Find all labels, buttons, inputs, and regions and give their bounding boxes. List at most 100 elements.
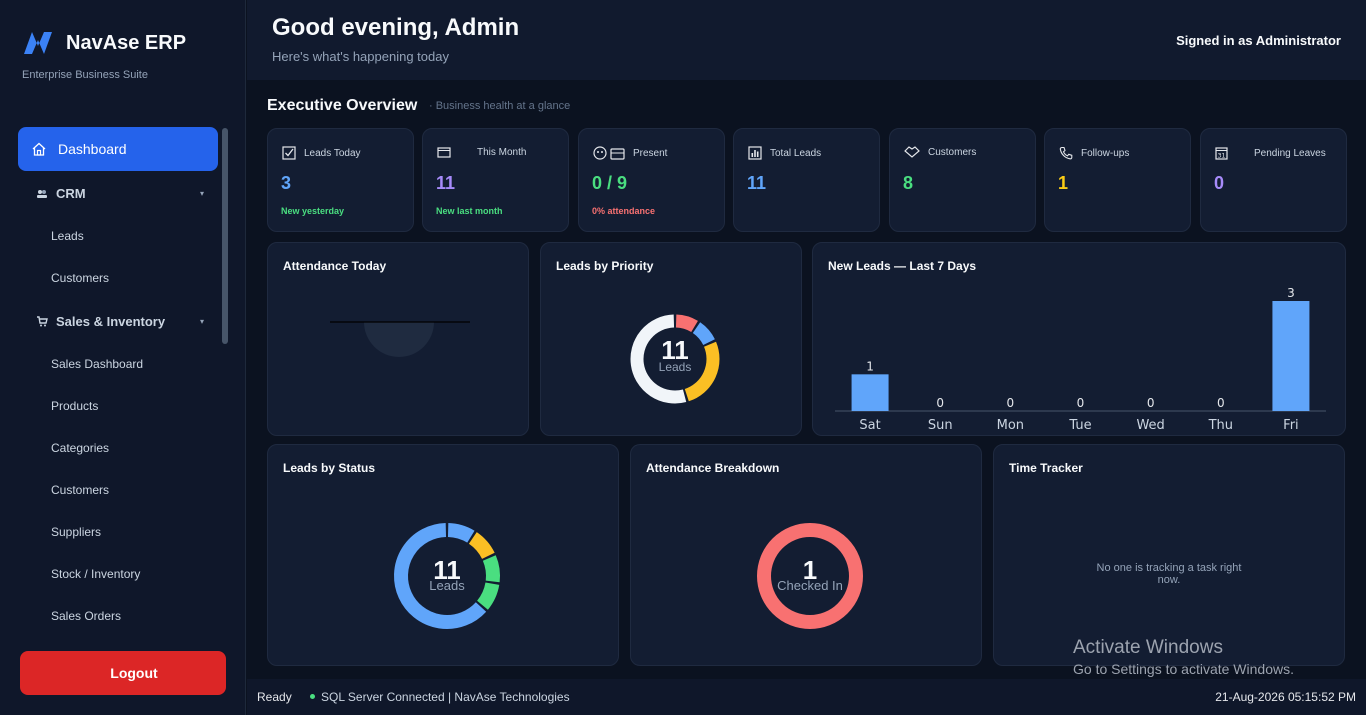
kpi-value: 8 [903,173,914,193]
attendance-donut-chart [757,523,863,629]
logout-button[interactable]: Logout [20,651,226,695]
kpi-value: 3 [281,173,292,193]
donut-segment [482,555,500,583]
sidebar-scrollbar[interactable] [222,128,228,344]
kpi-card-pending-leaves: 31 Pending Leaves 0 [1200,128,1347,232]
kpi-card-leads-today: Leads Today 3 New yesterday [267,128,414,232]
x-tick-label: Sun [928,418,953,433]
card-new-leads: New Leads — Last 7 Days 1 Sat 0 Sun 0 Mon 0 Tue… [812,242,1346,436]
section-subtitle: · Business health at a glance [429,100,571,112]
kpi-label: This Month [477,146,527,158]
donut-segment [468,532,495,560]
card-title: Attendance Breakdown [646,461,780,475]
data-label: 0 [936,396,944,410]
card-leads-status: Leads by Status 11 Leads [267,444,619,666]
sidebar: NavAse ERP Enterprise Business Suite Das… [0,0,246,715]
donut-center-value: 1 [802,555,818,585]
sidebar-item-sales-dashboard[interactable]: Sales Dashboard [51,357,144,371]
home-icon [32,142,46,156]
calendar-31-icon: 31 [1215,146,1228,160]
donut-segment [692,322,715,346]
sidebar-item-products[interactable]: Products [51,399,99,413]
sidebar-item-stock[interactable]: Stock / Inventory [51,567,141,581]
watermark-subtitle: Go to Settings to activate Windows. [1073,661,1294,677]
donut-segment [757,523,863,629]
kpi-label: Follow-ups [1081,147,1130,159]
sidebar-group-label: CRM [56,185,86,201]
kpi-value: 1 [1058,173,1069,193]
kpi-card-total-leads: Total Leads 11 [733,128,880,232]
status-donut-chart [394,523,500,629]
priority-donut-chart [630,314,720,404]
kpi-label: Customers [928,146,977,158]
bar-chart-icon [748,146,762,160]
donut-segment [630,314,687,404]
brand-name: NavAse ERP [66,31,187,54]
data-label: 0 [1077,396,1085,410]
svg-text:31: 31 [1218,153,1226,160]
kpi-card-follow-ups: Follow-ups 1 [1044,128,1191,232]
kpi-value: 0 [1214,173,1225,193]
x-tick-label: Fri [1283,418,1299,433]
status-datetime: 21-Aug-2026 05:15:52 PM [1215,690,1356,704]
kpi-label: Leads Today [304,147,361,159]
sidebar-item-leads[interactable]: Leads [51,229,84,243]
time-tracker-empty-message: No one is tracking a task right now. [1096,562,1242,586]
connection-status: SQL Server Connected | NavAse Technologi… [321,690,570,704]
cart-icon [37,316,48,327]
card-title: Leads by Status [283,461,376,475]
chevron-down-icon: ▾ [199,316,204,326]
donut-segment [476,582,500,610]
watermark-title: Activate Windows [1073,637,1223,658]
data-label: 0 [1007,396,1015,410]
donut-segment [684,341,720,402]
sidebar-group-crm[interactable]: CRM ▾ [18,171,218,215]
navase-logo-icon [24,32,52,54]
data-label: 3 [1287,286,1295,300]
phone-icon [1059,146,1073,160]
sidebar-nav: Dashboard CRM ▾ Leads Customers Sales & … [18,127,218,637]
card-time-tracker: Time Tracker No one is tracking a task r… [993,444,1345,666]
sidebar-group-label: Sales & Inventory [56,313,166,329]
card-title: Time Tracker [1009,461,1083,475]
sidebar-item-label: Dashboard [58,141,127,157]
sidebar-item-customers[interactable]: Customers [51,271,110,285]
handshake-icon [904,146,920,158]
donut-center-label: Leads [658,360,692,374]
checkbox-icon [282,146,296,160]
logout-label: Logout [110,665,158,681]
card-attendance-breakdown: Attendance Breakdown 1 Checked In [630,444,982,666]
brand: NavAse ERP [22,30,186,56]
windows-activation-watermark: Activate Windows Go to Settings to activ… [1073,637,1294,677]
kpi-label: Total Leads [770,147,822,159]
sidebar-group-sales[interactable]: Sales & Inventory ▾ [18,299,218,343]
sidebar-item-sales-customers[interactable]: Customers [51,483,110,497]
section-title: Executive Overview [267,97,418,114]
brand-subtitle: Enterprise Business Suite [22,69,148,81]
sidebar-item-categories[interactable]: Categories [51,441,110,455]
signed-in-label: Signed in as Administrator [1176,33,1341,48]
data-label: 0 [1217,396,1225,410]
x-tick-label: Wed [1136,418,1164,433]
card-title: Leads by Priority [556,259,654,273]
sidebar-item-sales-orders[interactable]: Sales Orders [51,609,122,623]
donut-center-value: 11 [433,555,461,585]
kpi-label: Pending Leaves [1254,147,1326,159]
bar [1272,301,1310,411]
x-tick-label: Tue [1068,418,1091,433]
kpi-card-customers: Customers 8 [889,128,1036,232]
kpi-sub: New yesterday [281,206,345,216]
people-briefcase-icon [593,146,625,160]
kpi-card-present: Present 0 / 9 0% attendance [578,128,725,232]
attendance-gauge [330,321,470,357]
header: Good evening, Admin Here's what's happen… [247,0,1366,80]
sidebar-item-dashboard[interactable]: Dashboard [18,127,218,171]
kpi-value: 11 [436,173,456,193]
kpi-sub: 0% attendance [592,206,656,216]
sidebar-item-suppliers[interactable]: Suppliers [51,525,102,539]
connection-status-dot-icon [310,694,315,699]
kpi-card-this-month: This Month 11 New last month [422,128,569,232]
chevron-down-icon: ▾ [199,188,204,198]
donut-segment [394,523,487,629]
calendar-icon [437,146,451,158]
